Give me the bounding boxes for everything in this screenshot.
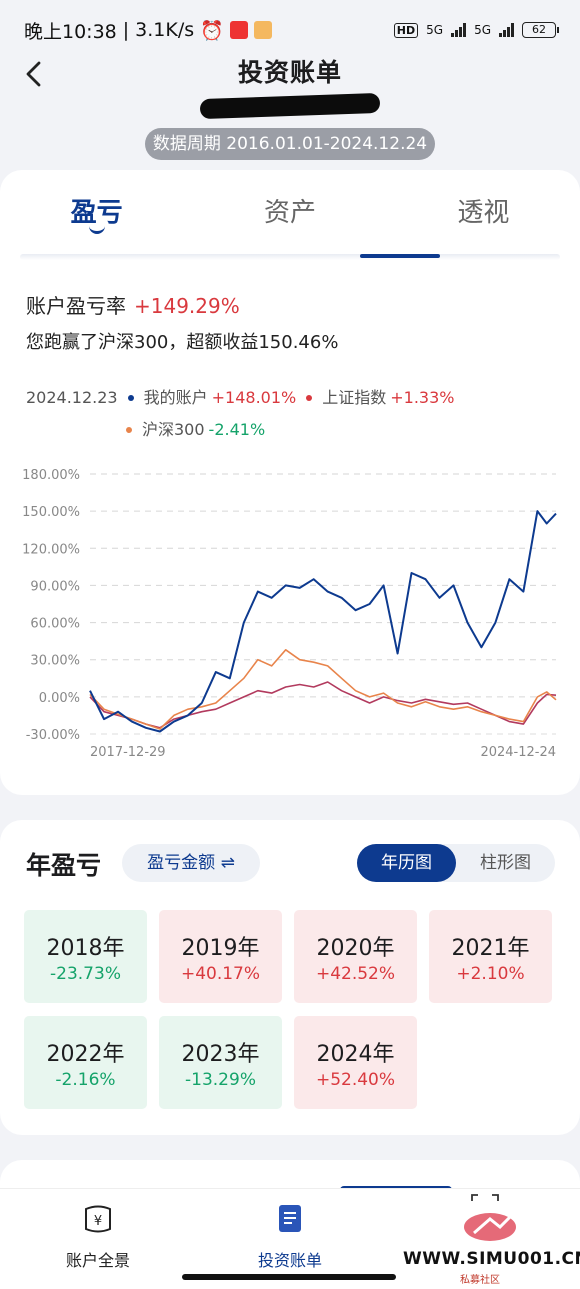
app-notification-icon-2: [253, 21, 272, 39]
year-cell-year: 2021年: [451, 936, 530, 961]
year-cell[interactable]: 2023年 -13.29%: [159, 1016, 282, 1109]
nav-account-overview[interactable]: ¥ 账户全景: [56, 1201, 140, 1271]
x-tick-label-start: 2017-12-29: [90, 745, 166, 760]
home-indicator: [182, 1274, 396, 1280]
year-cell-return: +2.10%: [456, 964, 525, 984]
year-cell-return: +42.52%: [315, 964, 396, 984]
redacted-account-name: [199, 92, 381, 120]
signal-icon-2: [499, 23, 514, 37]
year-cell-year: 2024年: [316, 1042, 395, 1067]
status-speed: 3.1K/s: [135, 19, 195, 41]
watermark-subtext: 私募社区: [460, 1275, 500, 1286]
benchmark-beat-text: 您跑赢了沪深300，超额收益150.46%: [26, 332, 339, 353]
y-tick-label: 150.00%: [22, 505, 80, 520]
metric-toggle-button[interactable]: 盈亏金额 ⇌: [122, 844, 260, 882]
hd-icon: HD: [393, 22, 419, 38]
profit-line-chart[interactable]: 180.00% 150.00% 120.00% 90.00% 60.00% 30.00% 0…: [0, 460, 580, 770]
svg-text:¥: ¥: [94, 1214, 102, 1229]
yearly-profit-card: 年盈亏 盈亏金额 ⇌ 年历图 柱形图 2018年 -23.73% 2019年 +40.…: [0, 820, 580, 1135]
status-time: 晚上10:38: [24, 20, 117, 43]
year-cell-year: 2020年: [316, 936, 395, 961]
scan-icon: [471, 1194, 499, 1201]
tab-bar: 盈亏 资产 透视: [0, 170, 580, 250]
year-cell-return: +52.40%: [315, 1070, 396, 1090]
legend-date: 2024.12.23: [26, 388, 118, 407]
year-cell[interactable]: 2021年 +2.10%: [429, 910, 552, 1003]
view-segmented-control: 年历图 柱形图: [357, 844, 555, 882]
legend-item-sse: 上证指数 +1.33%: [306, 382, 454, 414]
year-cell-return: +40.17%: [180, 964, 261, 984]
y-tick-label: 90.00%: [30, 579, 80, 594]
y-tick-label: 120.00%: [22, 542, 80, 557]
alarm-icon: ⏰: [200, 19, 224, 42]
tab-divider: [20, 254, 560, 260]
year-cell[interactable]: 2018年 -23.73%: [24, 910, 147, 1003]
battery-icon: 62: [522, 22, 559, 38]
yearly-title: 年盈亏: [26, 851, 102, 880]
tab-active-indicator: [88, 226, 105, 234]
nav-account-overview-label: 账户全景: [65, 1251, 130, 1270]
watermark-text: WWW.SIMU001.CN: [403, 1249, 580, 1269]
profit-rate: 账户盈亏率 +149.29%: [26, 290, 240, 319]
chevron-left-icon: [26, 61, 41, 87]
watermark-emblem: [464, 1211, 516, 1241]
y-tick-label: 60.00%: [30, 617, 80, 632]
tab-insight-label: 透视: [457, 198, 510, 228]
year-cell[interactable]: 2019年 +40.17%: [159, 910, 282, 1003]
year-cell-year: 2019年: [181, 936, 260, 961]
profit-card: 盈亏 资产 透视 账户盈亏率 +149.29% 您跑赢了沪深300，超额收益150…: [0, 170, 580, 795]
page-header: 投资账单: [0, 45, 580, 95]
year-cell[interactable]: 2020年 +42.52%: [294, 910, 417, 1003]
legend-item-account: 我的账户 +148.01%: [127, 382, 296, 414]
bill-icon: [279, 1205, 301, 1232]
status-bar: 晚上10:38 | 3.1K/s ⏰ HD 5G 5G 62: [0, 0, 580, 60]
signal-icon: [451, 23, 467, 37]
app-notification-icon: [229, 21, 248, 39]
legend-item-csi300: 沪深300 -2.41%: [126, 414, 265, 446]
tab-calendar-view[interactable]: 年历图: [357, 844, 456, 882]
series-line-0: [89, 510, 557, 733]
network-label-2: 5G: [474, 23, 491, 37]
tab-assets-label: 资产: [263, 198, 316, 228]
year-cell[interactable]: 2024年 +52.40%: [294, 1016, 417, 1109]
y-tick-label: 0.00%: [39, 691, 80, 706]
data-period-badge: 数据周期 2016.01.01-2024.12.24: [145, 128, 435, 160]
y-tick-label: 30.00%: [30, 654, 80, 669]
tab-profit[interactable]: 盈亏: [0, 170, 193, 250]
status-divider: |: [122, 19, 130, 41]
tab-insight[interactable]: 透视: [387, 170, 580, 250]
back-button[interactable]: [20, 59, 50, 89]
year-cell-year: 2023年: [181, 1042, 260, 1067]
tab-bar-view[interactable]: 柱形图: [480, 853, 531, 873]
nav-investment-bill-label: 投资账单: [257, 1251, 322, 1270]
year-cell-year: 2018年: [46, 936, 125, 961]
network-label: 5G: [426, 23, 444, 37]
series-line-1: [89, 681, 557, 729]
year-cell-return: -23.73%: [50, 964, 121, 984]
x-tick-label-end: 2024-12-24: [480, 745, 556, 760]
y-tick-label: -30.00%: [26, 728, 80, 743]
year-cell-return: -13.29%: [185, 1070, 256, 1090]
year-cell[interactable]: 2022年 -2.16%: [24, 1016, 147, 1109]
scroll-indicator: [360, 254, 440, 258]
year-cell-year: 2022年: [46, 1042, 125, 1067]
year-cell-return: -2.16%: [55, 1070, 116, 1090]
tab-assets[interactable]: 资产: [193, 170, 386, 250]
nav-investment-bill[interactable]: 投资账单: [250, 1201, 330, 1271]
y-tick-label: 180.00%: [22, 468, 80, 483]
page-title: 投资账单: [237, 58, 342, 87]
profit-rate-label: 账户盈亏率: [26, 294, 126, 318]
tab-profit-label: 盈亏: [70, 198, 123, 228]
watermark-logo: WWW.SIMU001.CN 私募社区: [400, 1205, 580, 1286]
chart-legend: 2024.12.23 我的账户 +148.01% 上证指数 +1.33% 沪深300…: [26, 382, 556, 446]
wallet-icon: ¥: [85, 1205, 111, 1233]
profit-rate-value: +149.29%: [134, 294, 240, 318]
series-line-2: [89, 649, 557, 730]
